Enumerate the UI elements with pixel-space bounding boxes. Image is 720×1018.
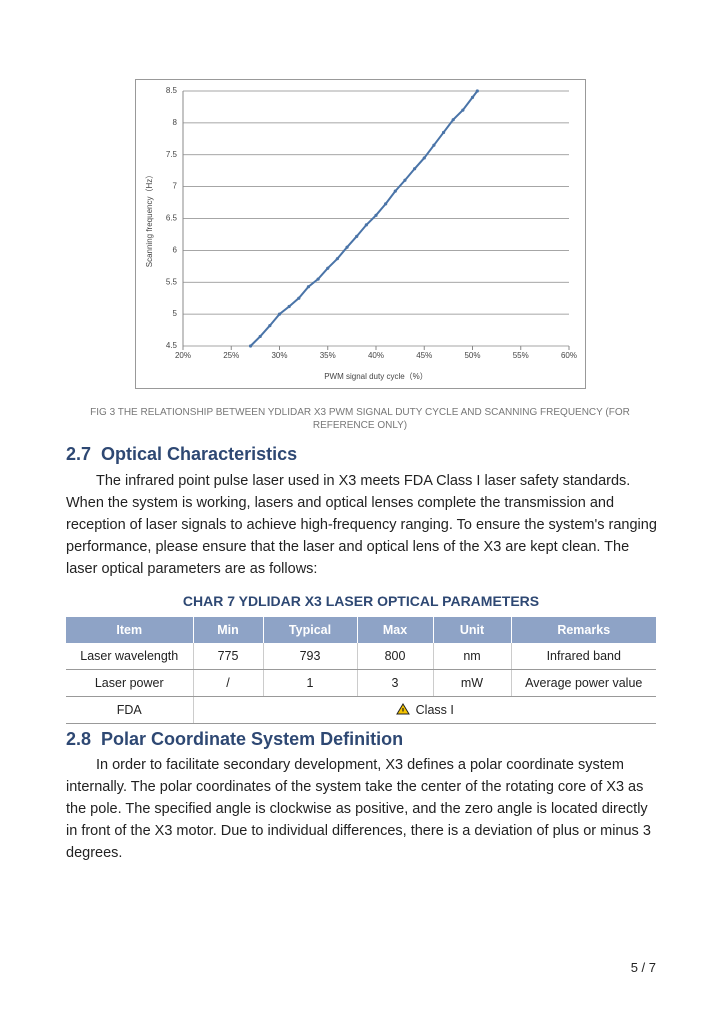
table-cell: Laser power <box>66 669 194 697</box>
table-cell: Class I <box>193 696 656 724</box>
table-header-row: Item Min Typical Max Unit Remarks <box>66 617 656 643</box>
table: Item Min Typical Max Unit Remarks Laser wavele… <box>66 617 656 724</box>
data-point <box>374 213 378 217</box>
section-number: 2.7 <box>66 444 92 464</box>
x-tick-label: 45% <box>416 351 432 360</box>
data-point <box>248 344 253 348</box>
x-tick-label: 30% <box>271 351 287 360</box>
y-tick-label: 7.5 <box>166 150 178 159</box>
table-row: Laser power/1 3 mW Average power value <box>66 669 656 697</box>
table-cell: / <box>193 669 264 697</box>
data-point <box>470 95 475 99</box>
data-point <box>393 189 397 193</box>
header-cell: Remarks <box>511 617 656 643</box>
y-tick-label: 5.5 <box>166 277 178 286</box>
section-heading: 2.7 Optical Characteristics <box>66 444 297 465</box>
data-point <box>364 223 368 227</box>
y-tick-label: 4.5 <box>166 341 178 350</box>
table-cell: FDA <box>66 696 194 724</box>
x-tick-label: 35% <box>320 351 336 360</box>
x-axis-label: PWM signal duty cycle（%） <box>324 372 428 381</box>
data-point <box>268 324 272 328</box>
section-title: Optical Characteristics <box>101 444 298 464</box>
header-cell: Item <box>66 617 194 643</box>
y-axis-label: Scanning frequency（Hz） <box>145 171 154 268</box>
y-tick-label: 7 <box>173 182 178 191</box>
x-tick-label: 40% <box>368 351 384 360</box>
header-cell: Min <box>193 617 264 643</box>
table-cell: 775 <box>193 643 264 670</box>
cell-text: Class I <box>415 703 454 717</box>
table-cell: 1 <box>263 669 358 697</box>
y-tick-label: 6.5 <box>166 214 178 223</box>
y-tick-label: 8.5 <box>166 86 178 95</box>
y-tick-label: 5 <box>173 309 178 318</box>
section-heading: 2.8 Polar Coordinate System Definition <box>66 729 403 750</box>
table-cell: Infrared band <box>511 643 656 670</box>
section-number: 2.8 <box>66 729 92 749</box>
warning-icon <box>395 703 410 715</box>
x-tick-label: 55% <box>513 351 529 360</box>
paragraph: In order to facilitate secondary develop… <box>66 757 651 861</box>
data-point <box>297 296 301 300</box>
data-point <box>384 202 388 206</box>
table-cell: nm <box>433 643 512 670</box>
table-cell: Laser wavelength <box>66 643 194 670</box>
data-point <box>432 143 436 147</box>
data-point <box>475 89 479 93</box>
data-point <box>461 108 465 112</box>
data-point <box>258 334 262 339</box>
data-point <box>355 234 359 238</box>
header-cell: Max <box>357 617 434 643</box>
table-cell: 793 <box>263 643 358 670</box>
section-title: Polar Coordinate System Definition <box>101 729 404 749</box>
x-tick-label: 50% <box>464 351 480 360</box>
x-tick-label: 60% <box>561 351 577 360</box>
table-row: FDA Class I <box>66 696 656 724</box>
chart-frame <box>135 79 586 389</box>
data-point <box>345 245 349 249</box>
data-point <box>326 266 330 270</box>
table-cell: Average power value <box>511 669 656 697</box>
data-point <box>287 304 291 309</box>
data-point <box>403 178 407 182</box>
x-tick-label: 20% <box>175 351 191 360</box>
x-tick-label: 25% <box>223 351 239 360</box>
data-point <box>451 118 455 122</box>
header-cell: Typical <box>263 617 358 643</box>
paragraph: The infrared point pulse laser used in X… <box>66 473 657 577</box>
table-cell: 800 <box>357 643 434 670</box>
table-cell: 3 <box>357 669 434 697</box>
table-row: Laser wavelength 775 793 800 nm Infrared band <box>66 643 656 670</box>
data-point <box>306 285 311 289</box>
page-number: 5 / 7 <box>630 960 656 975</box>
data-point <box>335 257 339 261</box>
data-point <box>277 312 282 316</box>
data-point <box>316 277 320 281</box>
data-point <box>422 156 426 160</box>
data-point <box>441 130 446 135</box>
y-tick-label: 6 <box>173 245 178 254</box>
y-tick-label: 8 <box>173 118 178 127</box>
chart: Scanning frequency（Hz） PWM signal duty c… <box>135 79 586 389</box>
header-cell: Unit <box>433 617 512 643</box>
figure-caption: FIG 3 THE RELATIONSHIP BETWEEN YDLIDAR X… <box>90 407 630 431</box>
table-title: CHAR 7 YDLIDAR X3 LASER OPTICAL PARAMETE… <box>182 593 540 609</box>
table-cell: mW <box>433 669 512 697</box>
data-point <box>413 167 417 171</box>
